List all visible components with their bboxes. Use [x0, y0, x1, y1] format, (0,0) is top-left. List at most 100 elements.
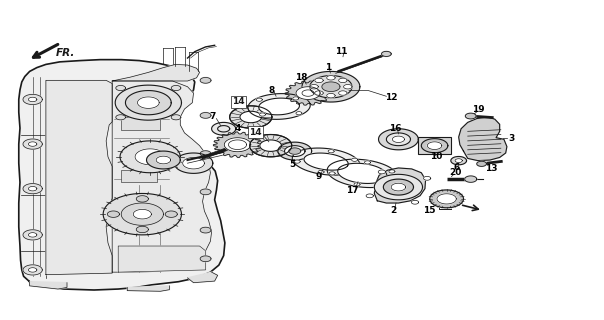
Polygon shape: [133, 209, 152, 219]
Text: 8: 8: [268, 86, 274, 95]
Polygon shape: [187, 272, 217, 283]
Polygon shape: [339, 91, 347, 95]
Polygon shape: [175, 153, 213, 173]
Polygon shape: [304, 153, 349, 170]
Text: 10: 10: [429, 152, 442, 161]
Polygon shape: [120, 141, 180, 173]
Polygon shape: [391, 183, 406, 191]
Polygon shape: [379, 129, 419, 150]
Polygon shape: [126, 91, 171, 115]
Polygon shape: [293, 97, 299, 100]
Polygon shape: [23, 94, 42, 105]
Bar: [121, 117, 161, 130]
Polygon shape: [200, 227, 211, 233]
Polygon shape: [240, 111, 262, 123]
Polygon shape: [310, 76, 352, 98]
Polygon shape: [292, 148, 360, 175]
Polygon shape: [28, 97, 37, 102]
Polygon shape: [46, 80, 112, 275]
Text: 19: 19: [472, 106, 485, 115]
Text: 15: 15: [423, 206, 436, 215]
Polygon shape: [171, 115, 181, 120]
Text: 14: 14: [249, 128, 262, 137]
Polygon shape: [137, 196, 149, 202]
Polygon shape: [28, 142, 37, 146]
Text: 5: 5: [289, 160, 295, 169]
Polygon shape: [458, 117, 507, 161]
Polygon shape: [389, 170, 395, 173]
Text: 6: 6: [454, 163, 460, 172]
Polygon shape: [423, 176, 431, 180]
Polygon shape: [339, 78, 347, 83]
Polygon shape: [477, 161, 486, 166]
Polygon shape: [393, 136, 405, 142]
Polygon shape: [464, 176, 477, 182]
Polygon shape: [147, 151, 180, 169]
Polygon shape: [327, 159, 397, 188]
Polygon shape: [213, 132, 262, 157]
Polygon shape: [217, 125, 230, 132]
Polygon shape: [30, 282, 67, 289]
Polygon shape: [23, 265, 42, 275]
Polygon shape: [430, 190, 463, 208]
Polygon shape: [23, 230, 42, 240]
Polygon shape: [211, 123, 236, 135]
Polygon shape: [135, 149, 165, 165]
Polygon shape: [112, 64, 199, 81]
Polygon shape: [248, 94, 310, 119]
Polygon shape: [200, 189, 211, 195]
Polygon shape: [121, 203, 164, 225]
Polygon shape: [260, 140, 281, 151]
Polygon shape: [138, 97, 159, 108]
Text: 12: 12: [385, 93, 397, 102]
Polygon shape: [411, 200, 419, 204]
Polygon shape: [338, 163, 387, 183]
Polygon shape: [115, 85, 181, 120]
Polygon shape: [422, 139, 448, 153]
Polygon shape: [278, 142, 312, 160]
Polygon shape: [28, 233, 37, 237]
Polygon shape: [428, 142, 442, 149]
Polygon shape: [116, 85, 126, 91]
Polygon shape: [171, 85, 181, 91]
Polygon shape: [127, 286, 170, 291]
Text: 3: 3: [509, 134, 515, 143]
Polygon shape: [315, 78, 323, 83]
Polygon shape: [284, 146, 305, 156]
FancyBboxPatch shape: [419, 137, 451, 154]
Polygon shape: [318, 170, 324, 173]
Text: 20: 20: [449, 168, 461, 177]
Polygon shape: [118, 246, 205, 272]
Polygon shape: [156, 156, 171, 164]
Text: 14: 14: [233, 97, 245, 106]
Polygon shape: [354, 183, 360, 186]
Polygon shape: [249, 134, 292, 157]
Text: 1: 1: [325, 63, 331, 72]
Polygon shape: [260, 113, 265, 116]
Text: 2: 2: [390, 206, 396, 215]
Polygon shape: [302, 71, 360, 102]
Polygon shape: [455, 159, 462, 163]
Polygon shape: [352, 158, 358, 161]
Polygon shape: [228, 140, 246, 149]
Text: 13: 13: [485, 164, 498, 173]
Polygon shape: [465, 113, 476, 119]
Text: 18: 18: [295, 73, 307, 82]
Polygon shape: [327, 76, 335, 80]
Polygon shape: [28, 187, 37, 191]
Polygon shape: [437, 194, 456, 204]
Polygon shape: [137, 226, 149, 233]
Polygon shape: [200, 151, 211, 156]
Polygon shape: [387, 133, 411, 146]
Polygon shape: [366, 194, 373, 198]
Polygon shape: [112, 81, 211, 272]
Polygon shape: [289, 148, 301, 154]
Bar: [121, 170, 158, 182]
Polygon shape: [302, 90, 314, 96]
Polygon shape: [116, 115, 126, 120]
Polygon shape: [200, 256, 211, 262]
Polygon shape: [23, 139, 42, 149]
Polygon shape: [23, 184, 42, 194]
Text: 17: 17: [345, 186, 358, 195]
Polygon shape: [19, 60, 225, 290]
